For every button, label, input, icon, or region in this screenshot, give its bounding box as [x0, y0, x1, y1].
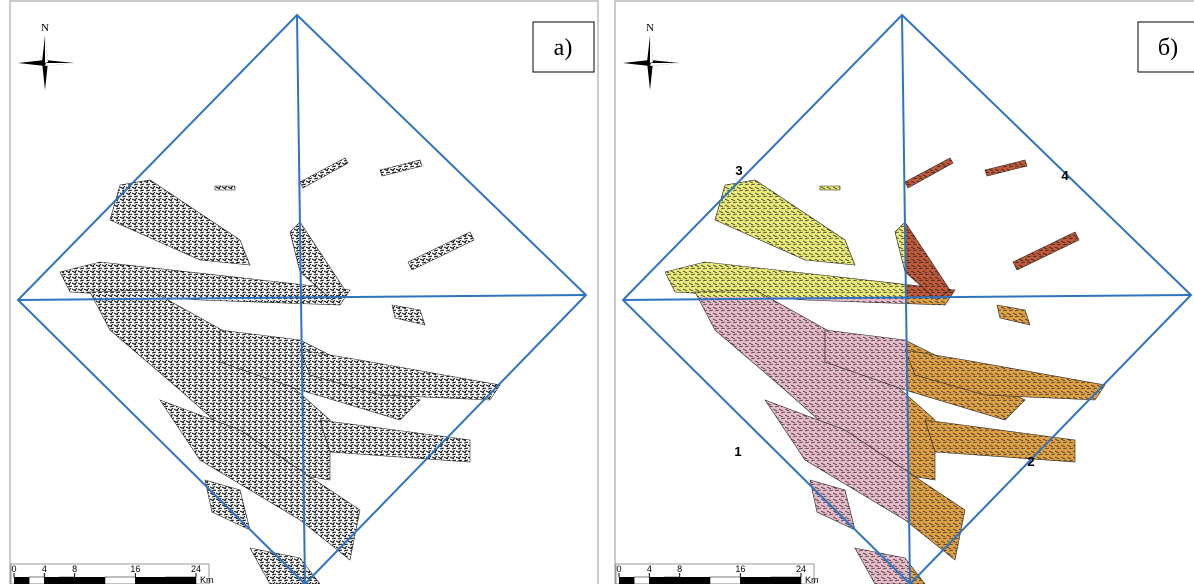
scale-bar-segment [29, 577, 44, 584]
scale-bar-segment [771, 577, 801, 584]
scale-tick-label: 8 [677, 564, 682, 574]
scale-unit: Km [200, 575, 214, 584]
compass [650, 63, 679, 66]
scale-bar-segment [105, 577, 135, 584]
compass [650, 36, 653, 63]
vegetation-patches [60, 158, 500, 584]
north-label: N [646, 22, 654, 34]
scale-bar-segment [634, 577, 649, 584]
scale-bar-segment [619, 577, 634, 584]
scale-bar-segment [75, 577, 105, 584]
scale-tick-label: 16 [735, 564, 745, 574]
scale-bar-segment [680, 577, 710, 584]
scale-unit: Km [805, 575, 819, 584]
zone-label: 1 [734, 444, 741, 459]
zone-label: 3 [735, 163, 742, 178]
scale-tick-label: 0 [11, 564, 16, 574]
scale-bar-segment [14, 577, 29, 584]
north-label: N [41, 22, 49, 34]
scale-bar-segment [649, 577, 664, 584]
scale-bar-segment [60, 577, 75, 584]
zone-label: 4 [1061, 168, 1069, 183]
compass [45, 63, 74, 66]
scale-tick-label: 24 [191, 564, 201, 574]
scale-bar-segment [665, 577, 680, 584]
panel-label: а) [554, 35, 573, 61]
zone-label: 2 [1027, 454, 1034, 469]
scale-tick-label: 4 [647, 564, 652, 574]
figure: а)N0481624Kmб)N12340481624Km [0, 0, 1194, 584]
scale-tick-label: 4 [42, 564, 47, 574]
scale-tick-label: 8 [72, 564, 77, 574]
scale-bar-segment [135, 577, 165, 584]
panel-label: б) [1158, 35, 1178, 61]
scale-tick-label: 24 [796, 564, 806, 574]
compass [45, 36, 48, 63]
scale-tick-label: 0 [616, 564, 621, 574]
scale-tick-label: 16 [130, 564, 140, 574]
scale-bar-segment [710, 577, 740, 584]
scale-bar-segment [740, 577, 770, 584]
scale-bar-segment [44, 577, 59, 584]
scale-bar-segment [166, 577, 196, 584]
